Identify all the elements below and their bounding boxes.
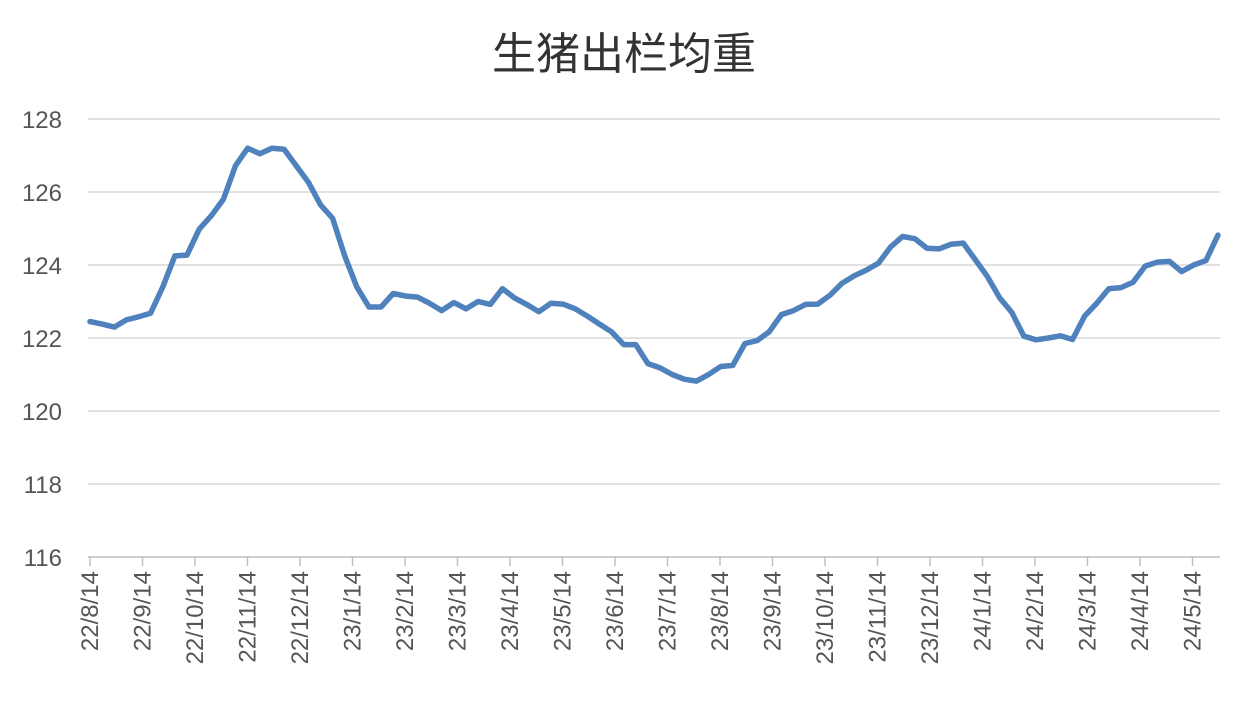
x-tick-label: 23/1/14 (340, 571, 367, 651)
y-tick-label: 120 (22, 399, 62, 426)
x-tick-label: 23/2/14 (392, 571, 419, 651)
x-tick-label: 23/10/14 (812, 571, 839, 664)
y-tick-label: 126 (22, 180, 62, 207)
y-tick-label: 122 (22, 326, 62, 353)
x-tick-label: 22/8/14 (77, 571, 104, 651)
x-tick-label: 24/2/14 (1022, 571, 1049, 651)
x-tick-label: 22/10/14 (182, 571, 209, 664)
chart-title: 生猪出栏均重 (492, 29, 756, 80)
y-tick-label: 124 (22, 253, 62, 280)
x-tick-label: 22/12/14 (287, 571, 314, 664)
y-tick-label: 128 (22, 107, 62, 134)
x-tick-label: 23/9/14 (760, 571, 787, 651)
x-tick-label: 23/12/14 (917, 571, 944, 664)
x-tick-label: 23/5/14 (550, 571, 577, 651)
y-tick-label: 118 (24, 472, 62, 499)
x-tick-label: 23/7/14 (655, 571, 682, 651)
x-tick-label: 24/1/14 (970, 571, 997, 651)
y-tick-label: 116 (24, 545, 62, 572)
x-tick-label: 23/4/14 (497, 571, 524, 651)
x-tick-label: 23/11/14 (865, 571, 892, 663)
x-tick-label: 23/8/14 (707, 571, 734, 651)
x-tick-label: 24/5/14 (1180, 571, 1207, 651)
x-tick-label: 24/4/14 (1127, 571, 1154, 651)
series-line (87, 145, 1221, 384)
x-tick-label: 23/6/14 (602, 571, 629, 651)
x-tick-label: 22/9/14 (130, 571, 157, 651)
x-tick-label: 23/3/14 (445, 571, 472, 651)
x-tick-label: 24/3/14 (1075, 571, 1102, 651)
x-tick-label: 22/11/14 (235, 571, 262, 663)
